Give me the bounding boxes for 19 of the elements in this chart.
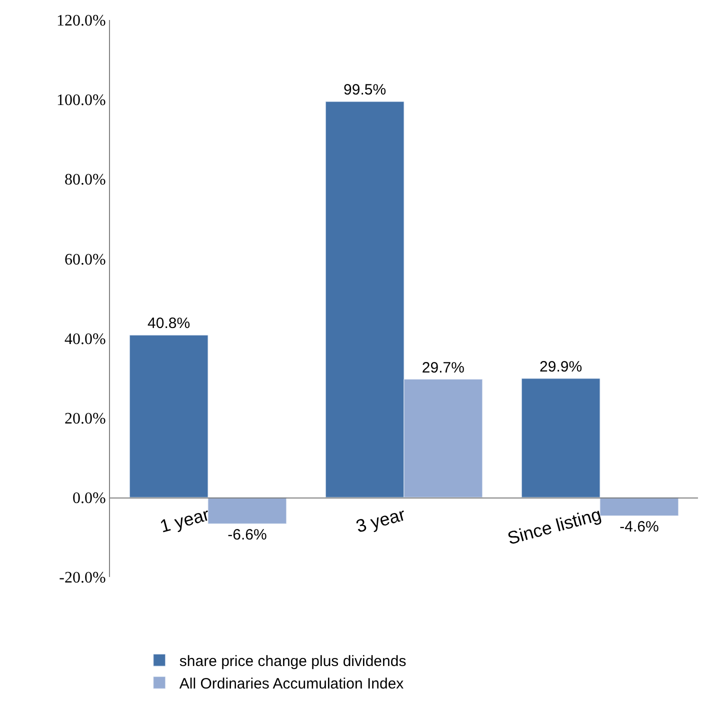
y-tick-label: 20.0%: [64, 410, 106, 428]
y-tick-label: 80.0%: [64, 172, 106, 189]
data-label: 99.5%: [344, 82, 386, 99]
x-tick-label: 3 year: [354, 504, 408, 537]
y-tick-label: 60.0%: [64, 251, 106, 268]
legend-label: All Ordinaries Accumulation Index: [179, 675, 404, 692]
y-tick-label: -20.0%: [59, 570, 106, 587]
y-tick-label: 0.0%: [72, 490, 106, 508]
x-tick-label: Since listing: [505, 504, 604, 548]
x-tick-label: 1 year: [158, 504, 212, 537]
data-label: 29.9%: [540, 358, 582, 376]
legend-label: share price change plus dividends: [179, 652, 406, 670]
data-label: 29.7%: [422, 359, 464, 376]
data-label: -4.6%: [620, 518, 659, 536]
y-tick-label: 40.0%: [64, 330, 106, 348]
data-label: 40.8%: [148, 315, 190, 332]
data-label: -6.6%: [228, 526, 267, 544]
y-tick-label: 100.0%: [56, 92, 106, 110]
y-tick-label: 120.0%: [56, 12, 106, 30]
